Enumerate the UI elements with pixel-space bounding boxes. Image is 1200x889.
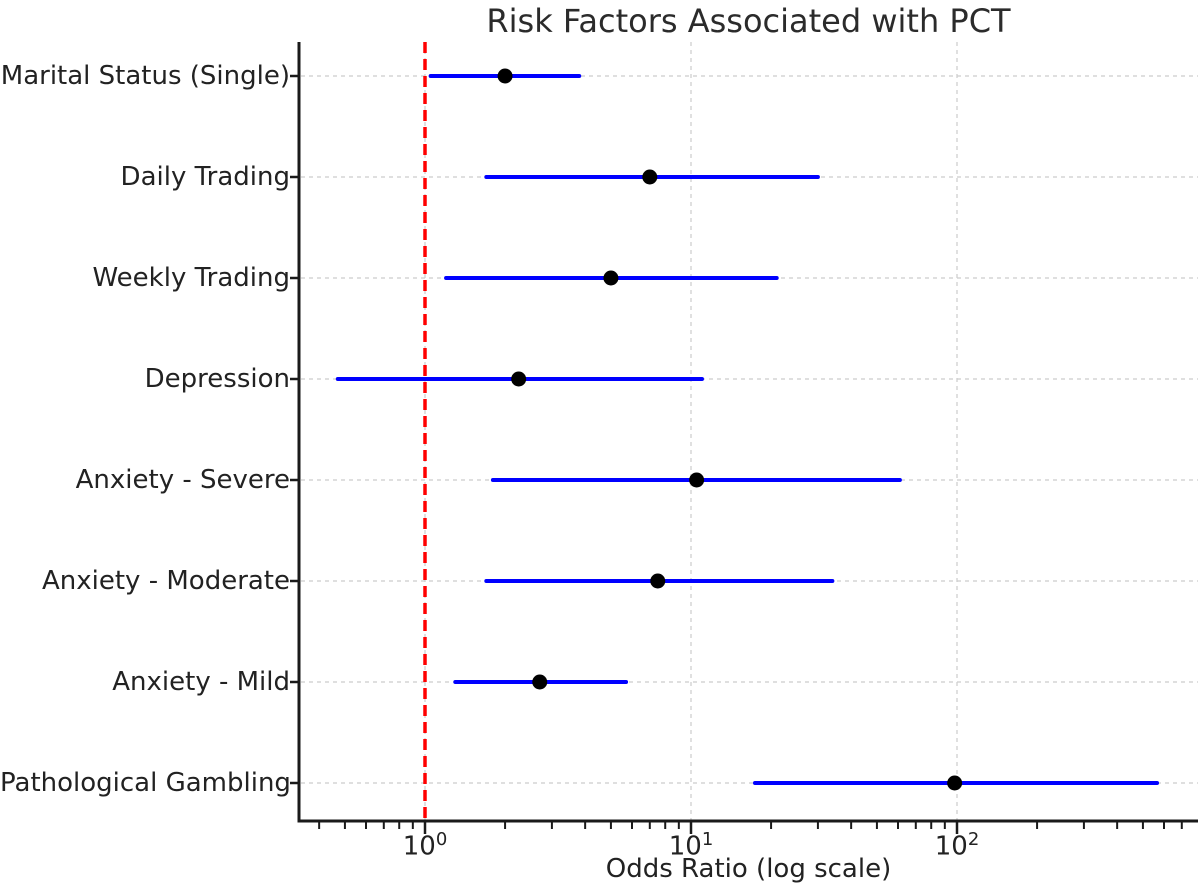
y-tick-label: Anxiety - Severe: [75, 465, 290, 495]
y-tick-label: Anxiety - Moderate: [41, 566, 290, 596]
y-tick-label: Daily Trading: [120, 162, 290, 192]
x-tick-label: 100: [402, 829, 448, 862]
point-estimate: [947, 775, 963, 791]
point-estimate: [650, 573, 666, 589]
point-estimate: [497, 68, 513, 84]
y-tick-label: Depression: [144, 364, 290, 394]
point-estimate: [532, 674, 548, 690]
point-estimate: [642, 169, 658, 185]
point-estimate: [689, 472, 705, 488]
y-tick-label: Pathological Gambling: [0, 768, 291, 798]
x-axis-label: Odds Ratio (log scale): [605, 854, 892, 884]
y-tick-label: Anxiety - Mild: [112, 667, 290, 697]
chart-title: Risk Factors Associated with PCT: [486, 2, 1011, 40]
y-tick-label: Marital Status (Single): [0, 61, 290, 91]
x-tick-label: 102: [934, 829, 980, 862]
point-estimate: [511, 371, 527, 387]
x-tick-label: 101: [668, 829, 714, 862]
point-estimate: [603, 270, 619, 286]
y-tick-label: Weekly Trading: [92, 263, 290, 293]
